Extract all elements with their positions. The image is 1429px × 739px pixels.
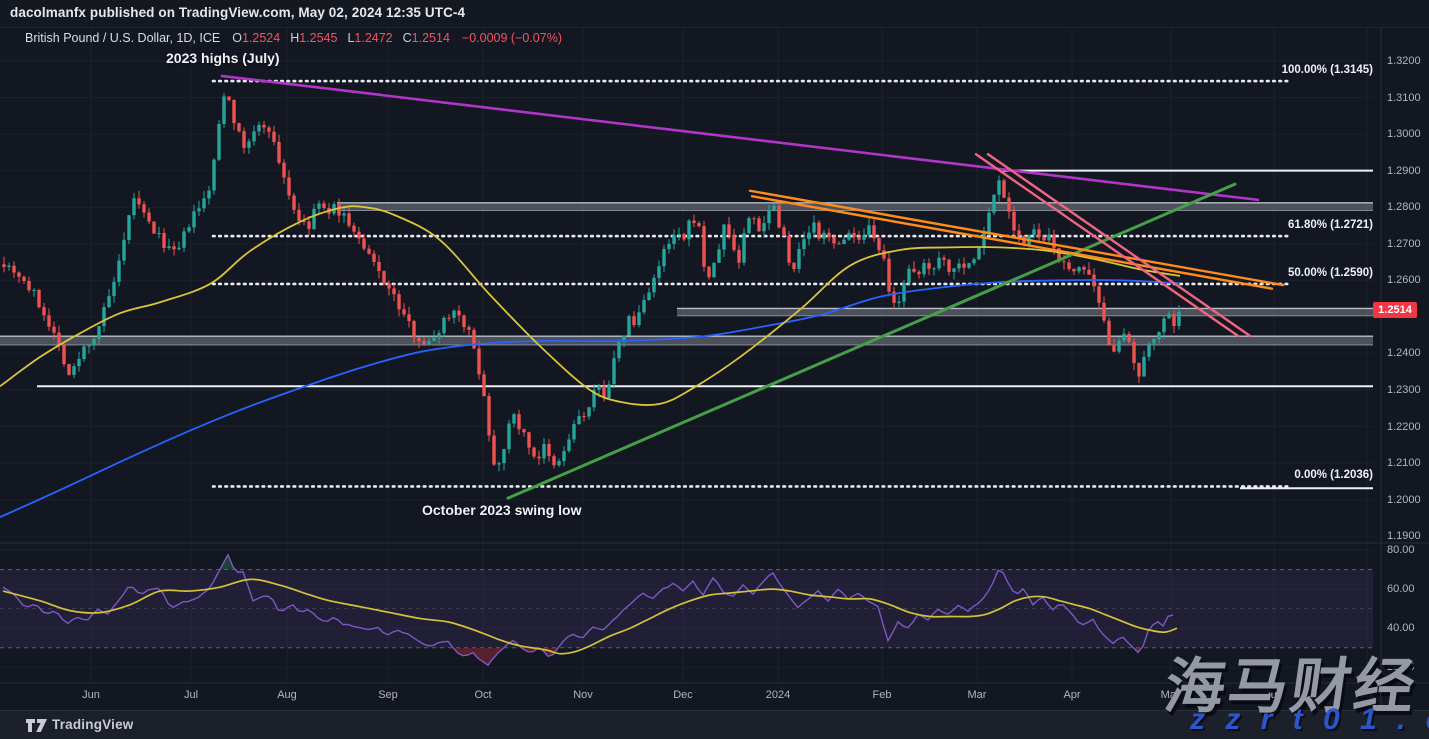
supply-zone-1.2800: [337, 202, 1373, 211]
fib-level-label: 50.00% (1.2590): [1287, 266, 1373, 279]
trendlines[interactable]: [220, 74, 1285, 500]
last-price-badge: 1.2514: [1373, 302, 1417, 318]
time-axis-label[interactable]: Dec: [673, 689, 693, 701]
price-axis-label[interactable]: 1.2200: [1387, 420, 1421, 433]
ohlc-item: L 1.2472: [347, 31, 392, 45]
price-axis-label[interactable]: 1.2600: [1387, 274, 1421, 287]
fib-level-label: 0.00% (1.2036): [1294, 469, 1373, 482]
descending-trendline-major[interactable]: [220, 74, 1260, 202]
time-axis-label[interactable]: Aug: [277, 689, 297, 701]
ohlc-key: H: [290, 31, 300, 45]
tradingview-logo-icon[interactable]: [26, 718, 50, 735]
pink-channel-upper[interactable]: [974, 153, 1240, 338]
ohlc-item: H 1.2545: [290, 31, 337, 45]
symbol-legend: British Pound / U.S. Dollar, 1D, ICE O 1.…: [25, 31, 562, 45]
ohlc-key: O: [232, 31, 242, 45]
time-axis-label[interactable]: 2024: [765, 689, 791, 701]
price-axis-label[interactable]: 1.2700: [1387, 237, 1421, 250]
candles: [2, 93, 1181, 472]
price-axis-label[interactable]: 1.3200: [1387, 55, 1421, 67]
pink-channel-lower[interactable]: [986, 153, 1252, 338]
horizontal-lines[interactable]: [37, 169, 1373, 490]
ohlc-item: O 1.2524: [232, 31, 280, 45]
publish-banner: dacolmanfx published on TradingView.com,…: [0, 0, 1429, 27]
publish-banner-text: dacolmanfx published on TradingView.com,…: [10, 5, 466, 20]
footer-bar: TradingView: [0, 710, 1429, 739]
fib-level-label: 100.00% (1.3145): [1281, 64, 1373, 77]
fib-retracement[interactable]: [211, 79, 1292, 488]
ohlc-key: L: [347, 31, 355, 45]
time-axis-label[interactable]: Nov: [573, 689, 593, 701]
symbol-title[interactable]: British Pound / U.S. Dollar, 1D, ICE: [25, 31, 221, 45]
ohlc-value: 1.2514: [411, 31, 450, 45]
orange-channel-upper[interactable]: [748, 189, 1285, 287]
time-axis-label[interactable]: Jul: [183, 689, 199, 701]
fib-level-label: 61.80% (1.2721): [1287, 219, 1373, 232]
orange-channel-lower[interactable]: [750, 195, 1274, 290]
time-axis-label[interactable]: Oct: [474, 689, 492, 701]
ma-50-line: [0, 205, 1181, 406]
price-axis-label[interactable]: 1.1900: [1387, 530, 1421, 543]
ascending-trendline[interactable]: [506, 182, 1237, 500]
time-axis-label[interactable]: Mar: [967, 689, 987, 701]
rsi-indicator: [2, 553, 1178, 667]
support-zone-1.2440: [0, 336, 1373, 345]
price-axis-label[interactable]: 1.2800: [1387, 201, 1421, 214]
ohlc-values: O 1.2524 H 1.2545 L 1.2472 C 1.2514: [232, 31, 450, 45]
ohlc-value: 1.2472: [354, 31, 393, 45]
rsi-line: [2, 553, 1174, 667]
price-axis-label[interactable]: 1.2300: [1387, 383, 1421, 396]
rsi-band: [0, 569, 1373, 649]
price-axis-label[interactable]: 1.2000: [1387, 493, 1421, 506]
time-axis-label[interactable]: Feb: [872, 689, 892, 701]
time-axis-label[interactable]: Jun: [82, 689, 100, 701]
annotation-2023-highs[interactable]: 2023 highs (July): [166, 50, 280, 66]
price-axis-label[interactable]: 1.3100: [1387, 91, 1421, 104]
rsi-axis-label[interactable]: 80.00: [1387, 544, 1415, 556]
time-axis-label[interactable]: Apr: [1063, 689, 1081, 701]
tradingview-logo-text[interactable]: TradingView: [52, 717, 134, 732]
watermark-site: z z r t 0 1 . c n: [1190, 703, 1429, 736]
ohlc-value: 1.2524: [241, 31, 281, 45]
ohlc-item: C 1.2514: [403, 31, 450, 45]
rsi-axis-label[interactable]: 40.00: [1387, 622, 1415, 635]
time-axis-label[interactable]: Sep: [378, 689, 398, 701]
ohlc-key: C: [402, 31, 412, 45]
rsi-axis-label[interactable]: 60.00: [1387, 583, 1415, 596]
time-axis-label[interactable]: Jul: [1359, 689, 1375, 701]
price-change: −0.0009 (−0.07%): [461, 31, 562, 45]
time-axis-label[interactable]: May: [1160, 689, 1182, 701]
time-axis-label[interactable]: Jun: [1265, 689, 1283, 701]
rsi-ma-line: [2, 578, 1178, 655]
price-axis-label[interactable]: 1.3000: [1387, 128, 1421, 141]
price-axis-label[interactable]: 1.2900: [1387, 164, 1421, 177]
ohlc-value: 1.2545: [299, 31, 338, 45]
pivot-zone-1.2510: [677, 308, 1373, 316]
price-axis-label[interactable]: 1.2100: [1387, 457, 1421, 470]
ma-200-line: [0, 279, 1181, 518]
price-axis-label[interactable]: 1.2400: [1387, 347, 1421, 360]
moving-averages: [0, 205, 1181, 518]
annotation-october-low[interactable]: October 2023 swing low: [422, 502, 582, 518]
pane-separators: [0, 26, 1429, 710]
rsi-axis-label[interactable]: 20.00: [1387, 661, 1415, 674]
